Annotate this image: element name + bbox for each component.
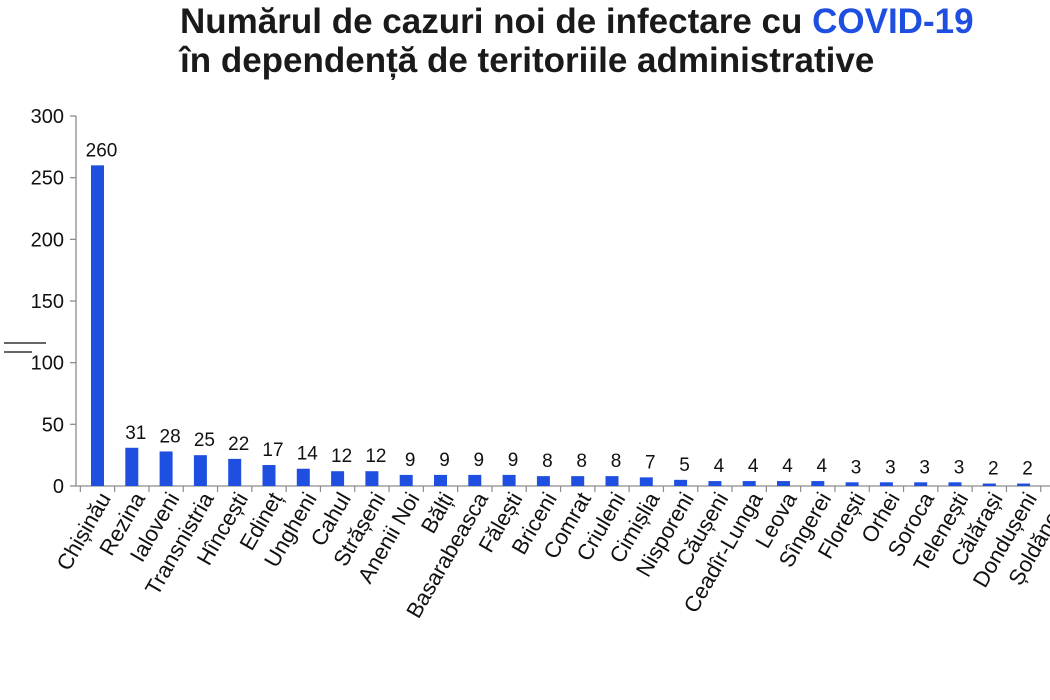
bar: [434, 474, 447, 486]
data-label: 17: [262, 440, 283, 461]
bar: [262, 465, 276, 486]
data-label: 3: [919, 457, 930, 478]
bar: [914, 482, 928, 486]
bar: [193, 455, 207, 486]
data-label: 12: [365, 446, 386, 467]
bar: [708, 481, 722, 486]
data-label: 4: [714, 456, 725, 477]
data-label: 3: [954, 457, 965, 478]
data-label: 9: [474, 450, 485, 471]
bar: [399, 474, 413, 486]
y-tick-label: 0: [53, 476, 64, 498]
data-label: 3: [851, 457, 862, 478]
bar: [228, 458, 242, 486]
bar: [571, 476, 585, 486]
chart-title-line-2: în dependență de teritoriile administrat…: [180, 41, 875, 80]
data-label: 12: [331, 446, 352, 467]
data-label: 25: [194, 430, 215, 451]
y-tick-label: 250: [31, 168, 64, 190]
y-tick-label: 150: [31, 291, 64, 313]
bar: [1017, 483, 1031, 486]
chart-title-line-1: Numărul de cazuri noi de infectare cu CO…: [180, 2, 974, 41]
data-label: 8: [576, 451, 587, 472]
data-label: 2: [1022, 459, 1033, 480]
y-tick-label: 100: [31, 353, 64, 375]
bar: [605, 476, 619, 486]
data-label: 7: [645, 452, 656, 473]
bar: [159, 451, 173, 486]
data-label: 9: [439, 450, 450, 471]
bar: [536, 476, 550, 486]
data-label: 8: [611, 451, 622, 472]
bar: [296, 468, 310, 486]
bar: [879, 482, 893, 486]
data-label: 3: [885, 457, 896, 478]
data-label: 4: [817, 456, 828, 477]
bar: [742, 481, 756, 486]
chart-title: Numărul de cazuri noi de infectare cu CO…: [180, 2, 974, 80]
data-label: 5: [679, 455, 690, 476]
bar: [811, 481, 825, 486]
bar: [331, 471, 345, 486]
bar: [639, 477, 653, 486]
bar: [982, 483, 996, 486]
data-label: 4: [782, 456, 793, 477]
bar: [845, 482, 859, 486]
chart-title-prefix: Numărul de cazuri noi de infectare cu: [180, 2, 813, 41]
bar: [91, 165, 104, 487]
data-label: 9: [405, 450, 416, 471]
y-tick-label: 200: [31, 229, 64, 251]
y-tick-label: 50: [42, 414, 64, 436]
data-label: 14: [297, 444, 319, 465]
y-tick-label: 300: [31, 106, 64, 128]
bar: [502, 474, 516, 486]
data-label: 8: [542, 451, 553, 472]
chart-title-highlight: COVID-19: [812, 2, 974, 41]
bar: [468, 474, 482, 486]
bar: [125, 447, 139, 486]
data-label: 22: [228, 434, 249, 455]
bar: [365, 471, 379, 486]
data-label: 28: [160, 426, 181, 447]
data-label: 9: [508, 450, 519, 471]
data-label: 2: [988, 459, 999, 480]
data-label: 4: [748, 456, 759, 477]
bar: [777, 481, 790, 486]
data-label: 31: [125, 423, 146, 444]
data-label: 260: [86, 140, 118, 161]
bar: [948, 482, 962, 486]
bar: [674, 479, 688, 486]
